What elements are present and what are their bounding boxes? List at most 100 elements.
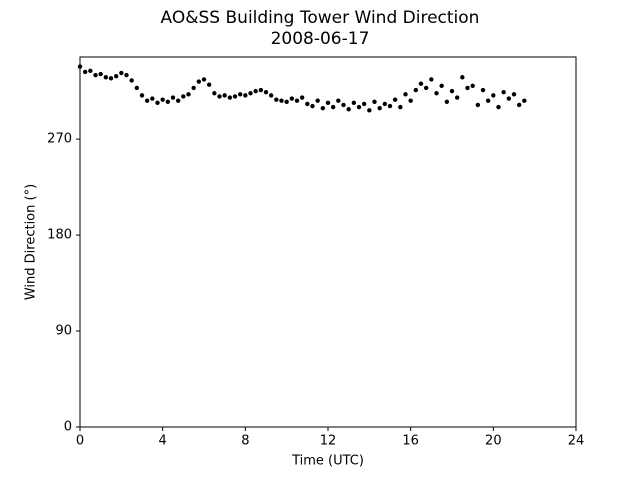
- data-point: [144, 98, 150, 103]
- data-point: [434, 91, 439, 96]
- data-point: [150, 96, 155, 101]
- chart-subtitle: 2008-06-17: [271, 29, 370, 49]
- data-point: [268, 93, 274, 98]
- data-point: [367, 108, 372, 113]
- data-point: [119, 70, 124, 76]
- data-point: [382, 101, 388, 107]
- data-point: [460, 75, 465, 80]
- data-point: [356, 104, 362, 110]
- data-point: [299, 95, 305, 100]
- data-point: [243, 93, 248, 98]
- data-point: [377, 105, 382, 111]
- data-point: [155, 100, 160, 106]
- data-point: [496, 104, 501, 110]
- data-point: [315, 98, 320, 103]
- data-point: [98, 71, 103, 77]
- x-tick-label: 24: [568, 434, 585, 449]
- data-point: [454, 95, 460, 100]
- data-point: [279, 98, 284, 103]
- data-point: [186, 92, 191, 97]
- data-point: [444, 99, 450, 104]
- data-point: [387, 103, 393, 109]
- data-point: [398, 104, 403, 110]
- data-point: [325, 100, 331, 106]
- data-point: [361, 101, 367, 107]
- data-point: [258, 87, 264, 93]
- data-point: [294, 98, 300, 103]
- data-point: [408, 98, 413, 103]
- data-point: [475, 102, 481, 108]
- data-point: [206, 82, 212, 87]
- data-point: [305, 101, 310, 107]
- data-point: [217, 94, 222, 99]
- data-point: [212, 91, 217, 96]
- data-point: [175, 98, 181, 103]
- data-point: [485, 98, 491, 103]
- data-point: [470, 83, 475, 88]
- y-axis-label: Wind Direction (°): [24, 184, 39, 300]
- data-point: [113, 73, 119, 79]
- data-point: [516, 102, 522, 108]
- data-point: [341, 102, 346, 108]
- data-point: [310, 103, 315, 109]
- x-tick-label: 12: [320, 434, 337, 449]
- data-point: [372, 99, 377, 104]
- data-point: [423, 85, 429, 91]
- data-point: [227, 95, 233, 100]
- data-point: [124, 72, 129, 78]
- data-point: [413, 87, 419, 93]
- data-point: [274, 97, 279, 102]
- data-point: [506, 96, 512, 101]
- data-point: [232, 94, 238, 99]
- data-point: [77, 64, 83, 69]
- data-point: [196, 79, 202, 84]
- data-point: [191, 85, 196, 91]
- data-point: [253, 88, 258, 94]
- data-point: [222, 93, 227, 98]
- data-point: [237, 92, 243, 97]
- data-point: [170, 95, 176, 100]
- data-point: [88, 68, 93, 74]
- data-point: [139, 93, 145, 98]
- data-point: [201, 77, 207, 82]
- data-point: [449, 88, 455, 94]
- y-tick-label: 180: [47, 228, 72, 243]
- data-point: [181, 94, 186, 99]
- data-point: [346, 107, 351, 112]
- data-point: [511, 92, 517, 97]
- data-point: [491, 93, 496, 98]
- x-tick-label: 16: [402, 434, 419, 449]
- data-point: [439, 83, 444, 88]
- data-point: [248, 91, 253, 96]
- data-point: [418, 81, 424, 86]
- data-point: [403, 92, 408, 97]
- data-point: [284, 99, 289, 104]
- y-tick-label: 0: [64, 420, 72, 435]
- data-point: [392, 97, 398, 102]
- data-point: [429, 77, 434, 82]
- chart-title: AO&SS Building Tower Wind Direction: [161, 8, 480, 28]
- plot-frame: [79, 56, 577, 428]
- x-axis-label: Time (UTC): [291, 454, 364, 469]
- x-tick-label: 4: [159, 434, 167, 449]
- data-point: [522, 98, 527, 103]
- data-point: [108, 76, 114, 81]
- data-point: [93, 72, 98, 78]
- data-point: [465, 85, 470, 91]
- data-point: [134, 85, 140, 91]
- data-point: [160, 97, 165, 102]
- y-tick-label: 90: [55, 324, 72, 339]
- data-point: [165, 99, 171, 104]
- data-point: [330, 104, 336, 110]
- data-point: [82, 69, 88, 75]
- data-point: [480, 87, 486, 93]
- data-point: [320, 105, 326, 111]
- data-point: [501, 89, 506, 95]
- data-point: [351, 100, 357, 106]
- x-tick-label: 8: [241, 434, 249, 449]
- data-point: [129, 78, 134, 83]
- x-tick-label: 20: [485, 434, 502, 449]
- data-point: [289, 96, 295, 101]
- x-tick-label: 0: [76, 434, 84, 449]
